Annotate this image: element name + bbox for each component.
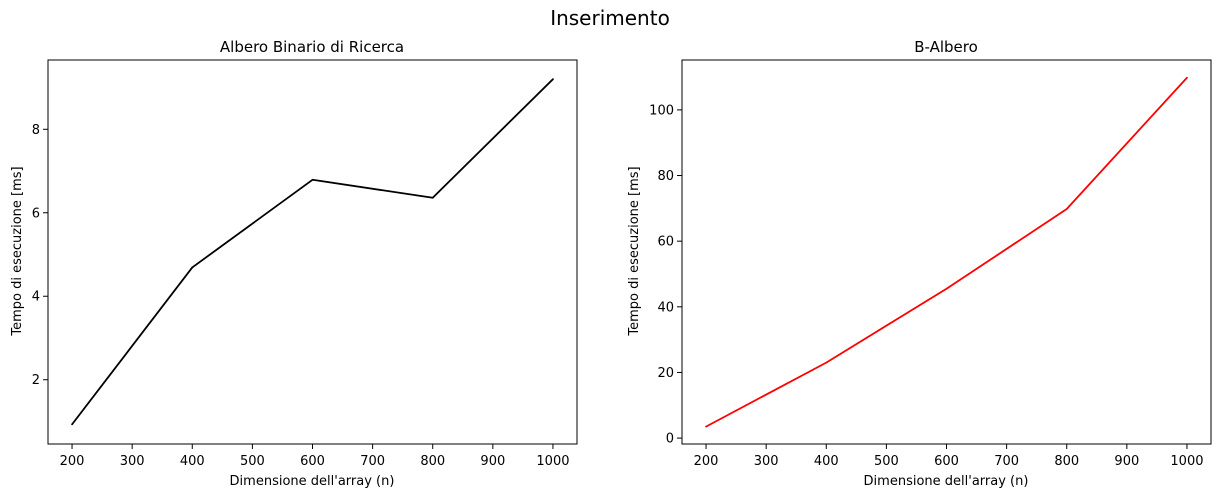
plot-btree-data-point: [825, 361, 828, 364]
plot-bst-data-point: [191, 266, 194, 269]
plot-btree-ylabel: Tempo di esecuzione [ms]: [627, 166, 642, 336]
plot-btree-xtick-label: 900: [1114, 454, 1139, 469]
plot-bst-xtick-label: 200: [60, 454, 85, 469]
plot-btree-xtick-label: 700: [994, 454, 1019, 469]
plot-bst-xtick-label: 600: [300, 454, 325, 469]
plot-bst-ylabel: Tempo di esecuzione [ms]: [10, 166, 25, 336]
plot-bst-axes-frame: [47, 59, 578, 445]
plot-btree-ytick-label: 80: [657, 169, 674, 184]
plot-bst: Albero Binario di Ricerca Dimensione del…: [10, 38, 578, 489]
plot-btree-data-point: [945, 287, 948, 290]
plot-btree-axes-frame: [681, 59, 1212, 445]
plot-bst-ytick-label: 6: [32, 206, 40, 221]
plot-btree-xtick-label: 600: [934, 454, 959, 469]
plot-btree: B-Albero Dimensione dell'array (n) Tempo…: [627, 38, 1212, 489]
plot-btree-title: B-Albero: [914, 38, 978, 56]
plot-bst-data-point: [71, 423, 73, 426]
plot-btree-ytick-label: 20: [657, 366, 674, 381]
plot-bst-ytick-label: 2: [32, 373, 40, 388]
plot-btree-data-point: [1065, 208, 1068, 210]
plot-bst-xtick-label: 300: [120, 454, 145, 469]
plot-bst-xlabel: Dimensione dell'array (n): [230, 474, 395, 489]
plot-bst-data-point: [311, 178, 314, 181]
plot-btree-data-point: [705, 425, 707, 428]
plot-btree-xlabel: Dimensione dell'array (n): [864, 474, 1029, 489]
plot-bst-ytick-label: 4: [32, 290, 40, 305]
plot-bst-title: Albero Binario di Ricerca: [220, 38, 404, 56]
plot-bst-data-point: [552, 78, 554, 81]
plot-btree-ytick-label: 60: [657, 235, 674, 250]
plot-btree-ytick-label: 40: [657, 300, 674, 315]
plot-bst-series-line: [71, 78, 554, 425]
plot-bst-ytick-label: 8: [32, 123, 40, 138]
plot-bst-xtick-label: 900: [480, 454, 505, 469]
plot-bst-xtick-label: 700: [360, 454, 385, 469]
plot-btree-xtick-label: 400: [814, 454, 839, 469]
plot-btree-xtick-label: 300: [754, 454, 779, 469]
plot-btree-xtick-label: 800: [1054, 454, 1079, 469]
plot-bst-xtick-label: 1000: [536, 454, 569, 469]
figure-suptitle: Inserimento: [550, 6, 670, 30]
plot-btree-series-line: [705, 77, 1188, 428]
plot-btree-xtick-label: 1000: [1170, 454, 1203, 469]
plot-bst-xtick-label: 400: [180, 454, 205, 469]
plot-btree-xtick-label: 200: [694, 454, 719, 469]
plot-bst-xtick-label: 800: [420, 454, 445, 469]
plot-btree-data-point: [1186, 76, 1188, 79]
plot-btree-xtick-label: 500: [874, 454, 899, 469]
plot-bst-xtick-label: 500: [240, 454, 265, 469]
plot-btree-ytick-label: 0: [666, 432, 674, 447]
plot-btree-ytick-label: 100: [649, 103, 674, 118]
plot-bst-data-point: [431, 196, 434, 199]
